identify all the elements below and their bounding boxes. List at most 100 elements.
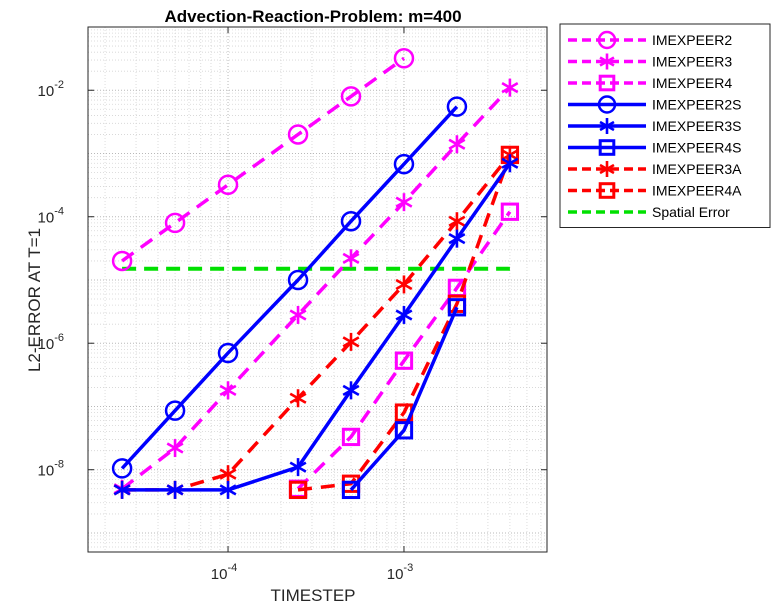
x-axis-label: TIMESTEP [270,586,355,605]
series-imexpeer4s [341,298,467,500]
data-point-imexpeer3 [166,439,184,458]
legend-label-imexpeer4: IMEXPEER4 [652,75,732,91]
series-imexpeer2 [111,48,415,272]
tick-labels: 10-4 10-310-810-610-410-2 [38,79,414,583]
legend-label-imexpeer3s: IMEXPEER3S [652,118,741,134]
data-point-imexpeer2 [393,48,415,69]
data-point-imexpeer3-stroke [501,82,519,94]
plot-area [88,27,547,552]
data-point-imexpeer3s [501,154,519,173]
y-tick-label: 10-8 [38,459,64,480]
y-tick-label: 10-4 [38,206,64,227]
data-point-imexpeer4 [394,351,414,370]
legend-item-imexpeer3a: IMEXPEER3A [568,161,742,177]
minor-grid [88,27,547,553]
legend-marker-imexpeer3a-stroke [599,163,615,175]
plot-background [88,27,547,552]
x-tick-exponent: -4 [227,562,237,574]
y-tick-exponent: -4 [54,206,64,218]
series-layer [111,48,520,500]
major-grid [88,26,547,552]
data-point-imexpeer2 [217,174,239,196]
data-point-imexpeer3s [219,480,237,499]
data-point-imexpeer3a-stroke [395,278,413,291]
y-tick-base: 10 [38,336,55,353]
data-point-imexpeer3-stroke [219,384,237,396]
series-line-imexpeer2 [121,56,406,263]
data-point-imexpeer3s-stroke [342,384,360,396]
legend-item-imexpeer4a: IMEXPEER4A [568,182,742,199]
data-point-imexpeer2 [287,124,309,145]
legend-marker-imexpeer3a [599,161,615,177]
data-point-imexpeer3 [342,249,360,268]
legend-label-imexpeer3a: IMEXPEER3A [652,161,742,177]
data-point-imexpeer3s-stroke [289,461,307,473]
data-point-imexpeer4 [500,202,520,221]
data-point-imexpeer4 [341,427,361,447]
chart-title: Advection-Reaction-Problem: m=400 [164,7,461,26]
data-point-imexpeer3a-stroke [289,392,307,404]
data-point-imexpeer3s [113,480,131,499]
series-imexpeer3s [113,154,519,499]
y-tick-base: 10 [38,83,55,100]
data-point-imexpeer3a [289,389,307,408]
data-point-imexpeer3 [395,193,413,212]
data-point-imexpeer3a [219,465,237,484]
data-point-imexpeer3-stroke [448,138,466,150]
y-tick-label: 10-2 [38,79,64,100]
legend: IMEXPEER2 IMEXPEER3 IMEXPEER4 IMEXPEER2S IME… [559,23,771,228]
series-imexpeer2s [111,96,468,479]
legend-item-imexpeer2: IMEXPEER2 [568,30,732,50]
data-point-imexpeer3a-stroke [448,215,466,227]
series-line-imexpeer4 [296,210,512,491]
legend-label-imexpeer2s: IMEXPEER2S [652,97,741,113]
legend-label-imexpeer2: IMEXPEER2 [652,32,732,48]
legend-label-spatial-error: Spatial Error [652,204,730,220]
legend-label-imexpeer4a: IMEXPEER4A [652,183,742,199]
data-point-imexpeer2s [217,342,239,364]
data-point-imexpeer4s [341,480,361,500]
data-point-imexpeer3s-stroke [501,157,519,169]
series-line-imexpeer3 [121,86,512,491]
data-point-imexpeer2 [164,212,186,234]
data-point-imexpeer3-stroke [166,442,184,454]
legend-marker-imexpeer3s-stroke [599,120,615,132]
y-tick-exponent: -8 [54,459,64,471]
data-point-imexpeer3 [501,78,519,97]
data-point-imexpeer3-stroke [342,252,360,264]
legend-marker-imexpeer2s [597,95,617,114]
legend-marker-imexpeer2 [597,30,617,50]
legend-label-imexpeer3: IMEXPEER3 [652,54,732,70]
data-point-imexpeer2 [340,86,362,107]
data-point-imexpeer2s [393,153,415,175]
data-point-imexpeer3a [448,212,466,231]
data-point-imexpeer2 [111,250,133,272]
legend-item-imexpeer3: IMEXPEER3 [568,53,732,70]
legend-label-imexpeer4s: IMEXPEER4S [652,140,741,156]
data-point-imexpeer3-stroke [289,309,307,321]
x-tick-label: 10-3 [387,562,413,583]
data-point-imexpeer3s [448,229,466,248]
legend-item-imexpeer2s: IMEXPEER2S [568,95,741,114]
x-tick-base: 10 [211,566,228,583]
y-tick-exponent: -6 [54,332,64,344]
data-point-imexpeer3-stroke [395,196,413,208]
data-point-imexpeer2s [164,400,186,421]
data-point-imexpeer3s [342,381,360,400]
legend-item-spatial-error: Spatial Error [568,204,730,220]
data-point-imexpeer3a-stroke [342,336,360,348]
legend-item-imexpeer3s: IMEXPEER3S [568,118,741,134]
y-axis-label: L2-ERROR AT T=1 [25,228,44,372]
data-point-imexpeer3s-stroke [166,484,184,496]
data-point-imexpeer3s [166,480,184,499]
axes-frame [87,26,548,553]
data-point-imexpeer3 [219,381,237,400]
data-point-imexpeer3s [289,458,307,477]
data-point-imexpeer3a-stroke [219,468,237,480]
data-point-imexpeer3 [448,135,466,154]
data-point-imexpeer3a [342,332,360,351]
data-point-imexpeer4s [447,298,467,317]
data-point-imexpeer3s-stroke [113,484,131,496]
legend-marker-imexpeer3-stroke [599,56,615,67]
